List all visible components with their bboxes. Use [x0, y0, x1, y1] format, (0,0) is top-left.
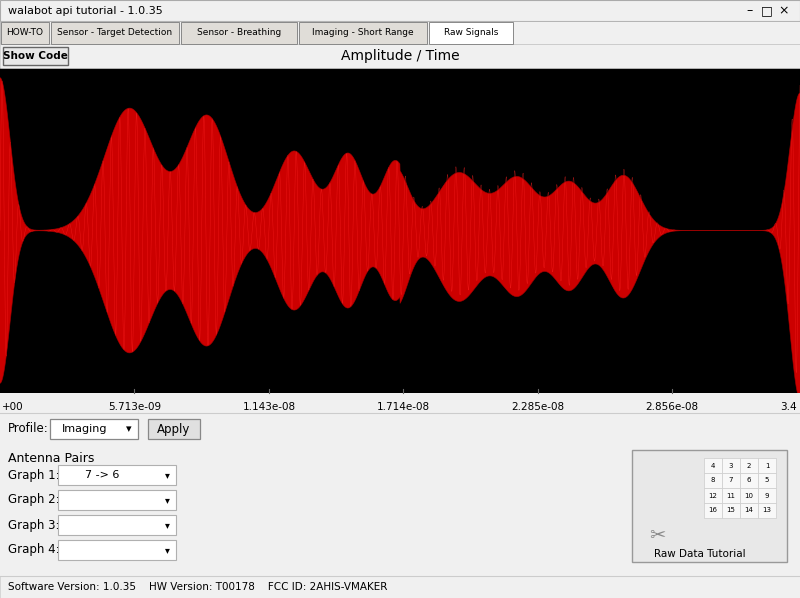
- Text: Sensor - Breathing: Sensor - Breathing: [197, 28, 281, 37]
- Bar: [50, 419, 138, 439]
- Bar: [148, 419, 200, 439]
- Text: ▾: ▾: [126, 424, 132, 434]
- Text: 1: 1: [765, 462, 770, 468]
- Bar: [758, 488, 776, 503]
- Bar: [704, 458, 722, 473]
- Bar: [632, 450, 787, 562]
- Text: 7 -> 6: 7 -> 6: [85, 470, 119, 480]
- Bar: [1, 22, 49, 44]
- Text: walabot api tutorial - 1.0.35: walabot api tutorial - 1.0.35: [8, 5, 162, 16]
- Text: Sensor - Target Detection: Sensor - Target Detection: [58, 28, 173, 37]
- Text: 12: 12: [709, 493, 718, 499]
- Text: Software Version: 1.0.35    HW Version: T00178    FCC ID: 2AHIS-VMAKER: Software Version: 1.0.35 HW Version: T00…: [8, 582, 387, 592]
- Text: 2: 2: [747, 462, 751, 468]
- Text: 4: 4: [711, 462, 715, 468]
- Text: 13: 13: [762, 508, 771, 514]
- Text: +00: +00: [2, 402, 24, 412]
- Bar: [58, 540, 176, 560]
- Text: 15: 15: [726, 508, 735, 514]
- Text: –: –: [747, 4, 753, 17]
- Text: Imaging: Imaging: [62, 424, 108, 434]
- Bar: [758, 503, 776, 518]
- Text: ▾: ▾: [165, 470, 170, 480]
- Text: 14: 14: [745, 508, 754, 514]
- Text: Graph 2:: Graph 2:: [8, 493, 60, 507]
- Bar: [58, 490, 176, 510]
- Bar: [0, 44, 800, 68]
- Text: 5.713e-09: 5.713e-09: [108, 402, 161, 412]
- Bar: [722, 458, 740, 473]
- Bar: [51, 22, 179, 44]
- Bar: [299, 22, 427, 44]
- Text: 5: 5: [765, 477, 769, 484]
- Text: 3: 3: [729, 462, 734, 468]
- Bar: [722, 488, 740, 503]
- Bar: [740, 458, 758, 473]
- Bar: [0, 0, 800, 21]
- Bar: [0, 68, 800, 393]
- Text: 11: 11: [726, 493, 735, 499]
- Text: 3.4: 3.4: [780, 402, 797, 412]
- Text: Show Code: Show Code: [2, 51, 67, 61]
- Text: 8: 8: [710, 477, 715, 484]
- Text: 1.714e-08: 1.714e-08: [377, 402, 430, 412]
- Text: 6: 6: [746, 477, 751, 484]
- Bar: [722, 473, 740, 488]
- Bar: [722, 503, 740, 518]
- Text: Antenna Pairs: Antenna Pairs: [8, 453, 94, 465]
- Text: Graph 1:: Graph 1:: [8, 468, 60, 481]
- Bar: [58, 515, 176, 535]
- Text: Profile:: Profile:: [8, 423, 49, 435]
- Bar: [758, 458, 776, 473]
- Text: Amplitude / Time: Amplitude / Time: [341, 49, 459, 63]
- Text: 2.285e-08: 2.285e-08: [511, 402, 564, 412]
- Text: Raw Data Tutorial: Raw Data Tutorial: [654, 549, 746, 559]
- Text: ×: ×: [778, 4, 790, 17]
- Bar: [3, 47, 68, 65]
- Text: □: □: [761, 4, 773, 17]
- Text: 2.856e-08: 2.856e-08: [646, 402, 698, 412]
- Text: Graph 4:: Graph 4:: [8, 544, 60, 557]
- Text: Imaging - Short Range: Imaging - Short Range: [312, 28, 414, 37]
- Text: 7: 7: [729, 477, 734, 484]
- Text: ▾: ▾: [165, 495, 170, 505]
- Text: ▾: ▾: [165, 545, 170, 555]
- Bar: [704, 473, 722, 488]
- Text: HOW-TO: HOW-TO: [6, 28, 43, 37]
- Bar: [704, 503, 722, 518]
- Bar: [740, 503, 758, 518]
- Text: 9: 9: [765, 493, 770, 499]
- Text: ✂: ✂: [649, 526, 665, 545]
- Text: Raw Signals: Raw Signals: [444, 28, 498, 37]
- Bar: [58, 465, 176, 485]
- Bar: [0, 21, 800, 44]
- Bar: [0, 393, 800, 413]
- Text: 10: 10: [745, 493, 754, 499]
- Bar: [0, 576, 800, 598]
- Bar: [704, 488, 722, 503]
- Text: Graph 3:: Graph 3:: [8, 518, 59, 532]
- Bar: [181, 22, 297, 44]
- Bar: [758, 473, 776, 488]
- Text: Apply: Apply: [158, 423, 190, 435]
- Text: ▾: ▾: [165, 520, 170, 530]
- Bar: [740, 473, 758, 488]
- Bar: [429, 22, 513, 44]
- Text: 1.143e-08: 1.143e-08: [242, 402, 295, 412]
- Bar: [740, 488, 758, 503]
- Text: 16: 16: [709, 508, 718, 514]
